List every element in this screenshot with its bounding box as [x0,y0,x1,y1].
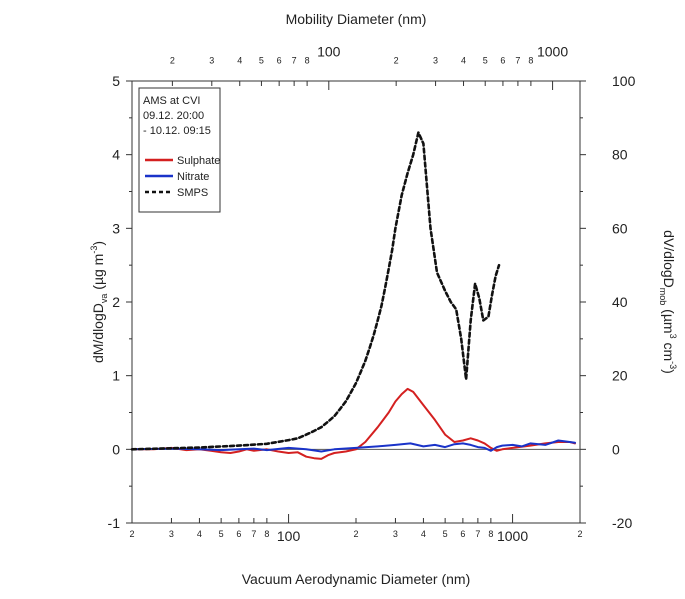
y2-axis-title-unit-sup2: -3 [668,361,678,369]
y-tick-label: 2 [112,294,120,310]
y-tick-label: 3 [112,220,120,236]
x-tick-label: 6 [236,529,241,539]
y2-axis-title-unit-sup: 3 [668,334,678,339]
x2-axis-title: Mobility Diameter (nm) [286,11,427,27]
y-tick-label: 4 [112,147,120,163]
x-tick-label: 4 [421,529,426,539]
y-tick-label: 0 [112,441,120,457]
legend-label-sulphate: Sulphate [177,155,220,167]
legend-box: AMS at CVI 09.12. 20:00 - 10.12. 09:15 S… [138,87,221,213]
y2-axis-title-main: dV/dlogD [661,230,677,288]
x-axis-title: Vacuum Aerodynamic Diameter (nm) [242,571,470,587]
x2-tick-label: 4 [237,55,242,65]
x-tick-label: 7 [475,529,480,539]
x2-tick-label: 7 [515,55,520,65]
y2-tick-label: -20 [612,515,632,531]
y-tick-label: 1 [112,368,120,384]
x2-tick-label: 3 [433,55,438,65]
y2-tick-label: 40 [612,294,628,310]
y2-tick-label: 60 [612,220,628,236]
x-tick-label: 2 [353,529,358,539]
x2-tick-label: 4 [461,55,466,65]
x-tick-label: 3 [393,529,398,539]
x-tick-label: 6 [460,529,465,539]
y2-tick-label: 100 [612,73,636,89]
y-tick-label: -1 [108,515,121,531]
x2-tick-label: 8 [305,55,310,65]
y-axis-title-unit-sup: -3 [89,246,99,254]
x-tick-label: 8 [264,529,269,539]
x2-tick-label: 7 [292,55,297,65]
x2-tick-label: 8 [528,55,533,65]
y-axis-title-sub: va [99,294,109,304]
x2-tick-label: 100 [317,44,341,60]
annotation-line-1: AMS at CVI [143,95,200,107]
x-tick-label: 5 [443,529,448,539]
x-tick-label: 2 [577,529,582,539]
x2-tick-label: 2 [394,55,399,65]
x2-tick-label: 3 [209,55,214,65]
y-tick-label: 5 [112,73,120,89]
y-axis-title-unit-open: (µg m [90,254,106,294]
x2-tick-label: 5 [259,55,264,65]
y2-axis-title: dV/dlogDmob (µm3 cm-3) [658,230,678,374]
annotation-line-3: - 10.12. 09:15 [143,125,211,137]
series-line-nitrate [131,439,576,453]
x-tick-label: 4 [197,529,202,539]
x2-tick-label: 1000 [537,44,568,60]
x2-tick-label: 6 [277,55,282,65]
x-tick-label: 2 [129,529,134,539]
x-tick-label: 100 [277,528,301,544]
x-tick-label: 3 [169,529,174,539]
y-axis-title-main: dM/dlogD [90,303,106,363]
legend-label-smps: SMPS [177,187,208,199]
y2-axis-title-unit-close: ) [661,369,677,374]
y2-tick-label: 20 [612,368,628,384]
y2-tick-label: 80 [612,147,628,163]
y2-axis-title-sub: mob [658,288,668,306]
x-tick-label: 5 [219,529,224,539]
x2-tick-label: 6 [500,55,505,65]
x2-tick-label: 5 [483,55,488,65]
x-tick-label: 7 [251,529,256,539]
x2-tick-label: 2 [170,55,175,65]
x-tick-label: 1000 [497,528,528,544]
legend-label-nitrate: Nitrate [177,171,209,183]
y2-axis-title-unit-mid: cm [661,339,677,362]
y2-axis-title-unit-open: (µm [661,305,677,333]
annotation-line-2: 09.12. 20:00 [143,110,204,122]
x-tick-label: 8 [488,529,493,539]
y-axis-title-unit-close: ) [90,241,106,246]
y2-tick-label: 0 [612,441,620,457]
series-line-smps [130,131,501,451]
y-axis-title: dM/dlogDva (µg m-3) [89,241,109,363]
